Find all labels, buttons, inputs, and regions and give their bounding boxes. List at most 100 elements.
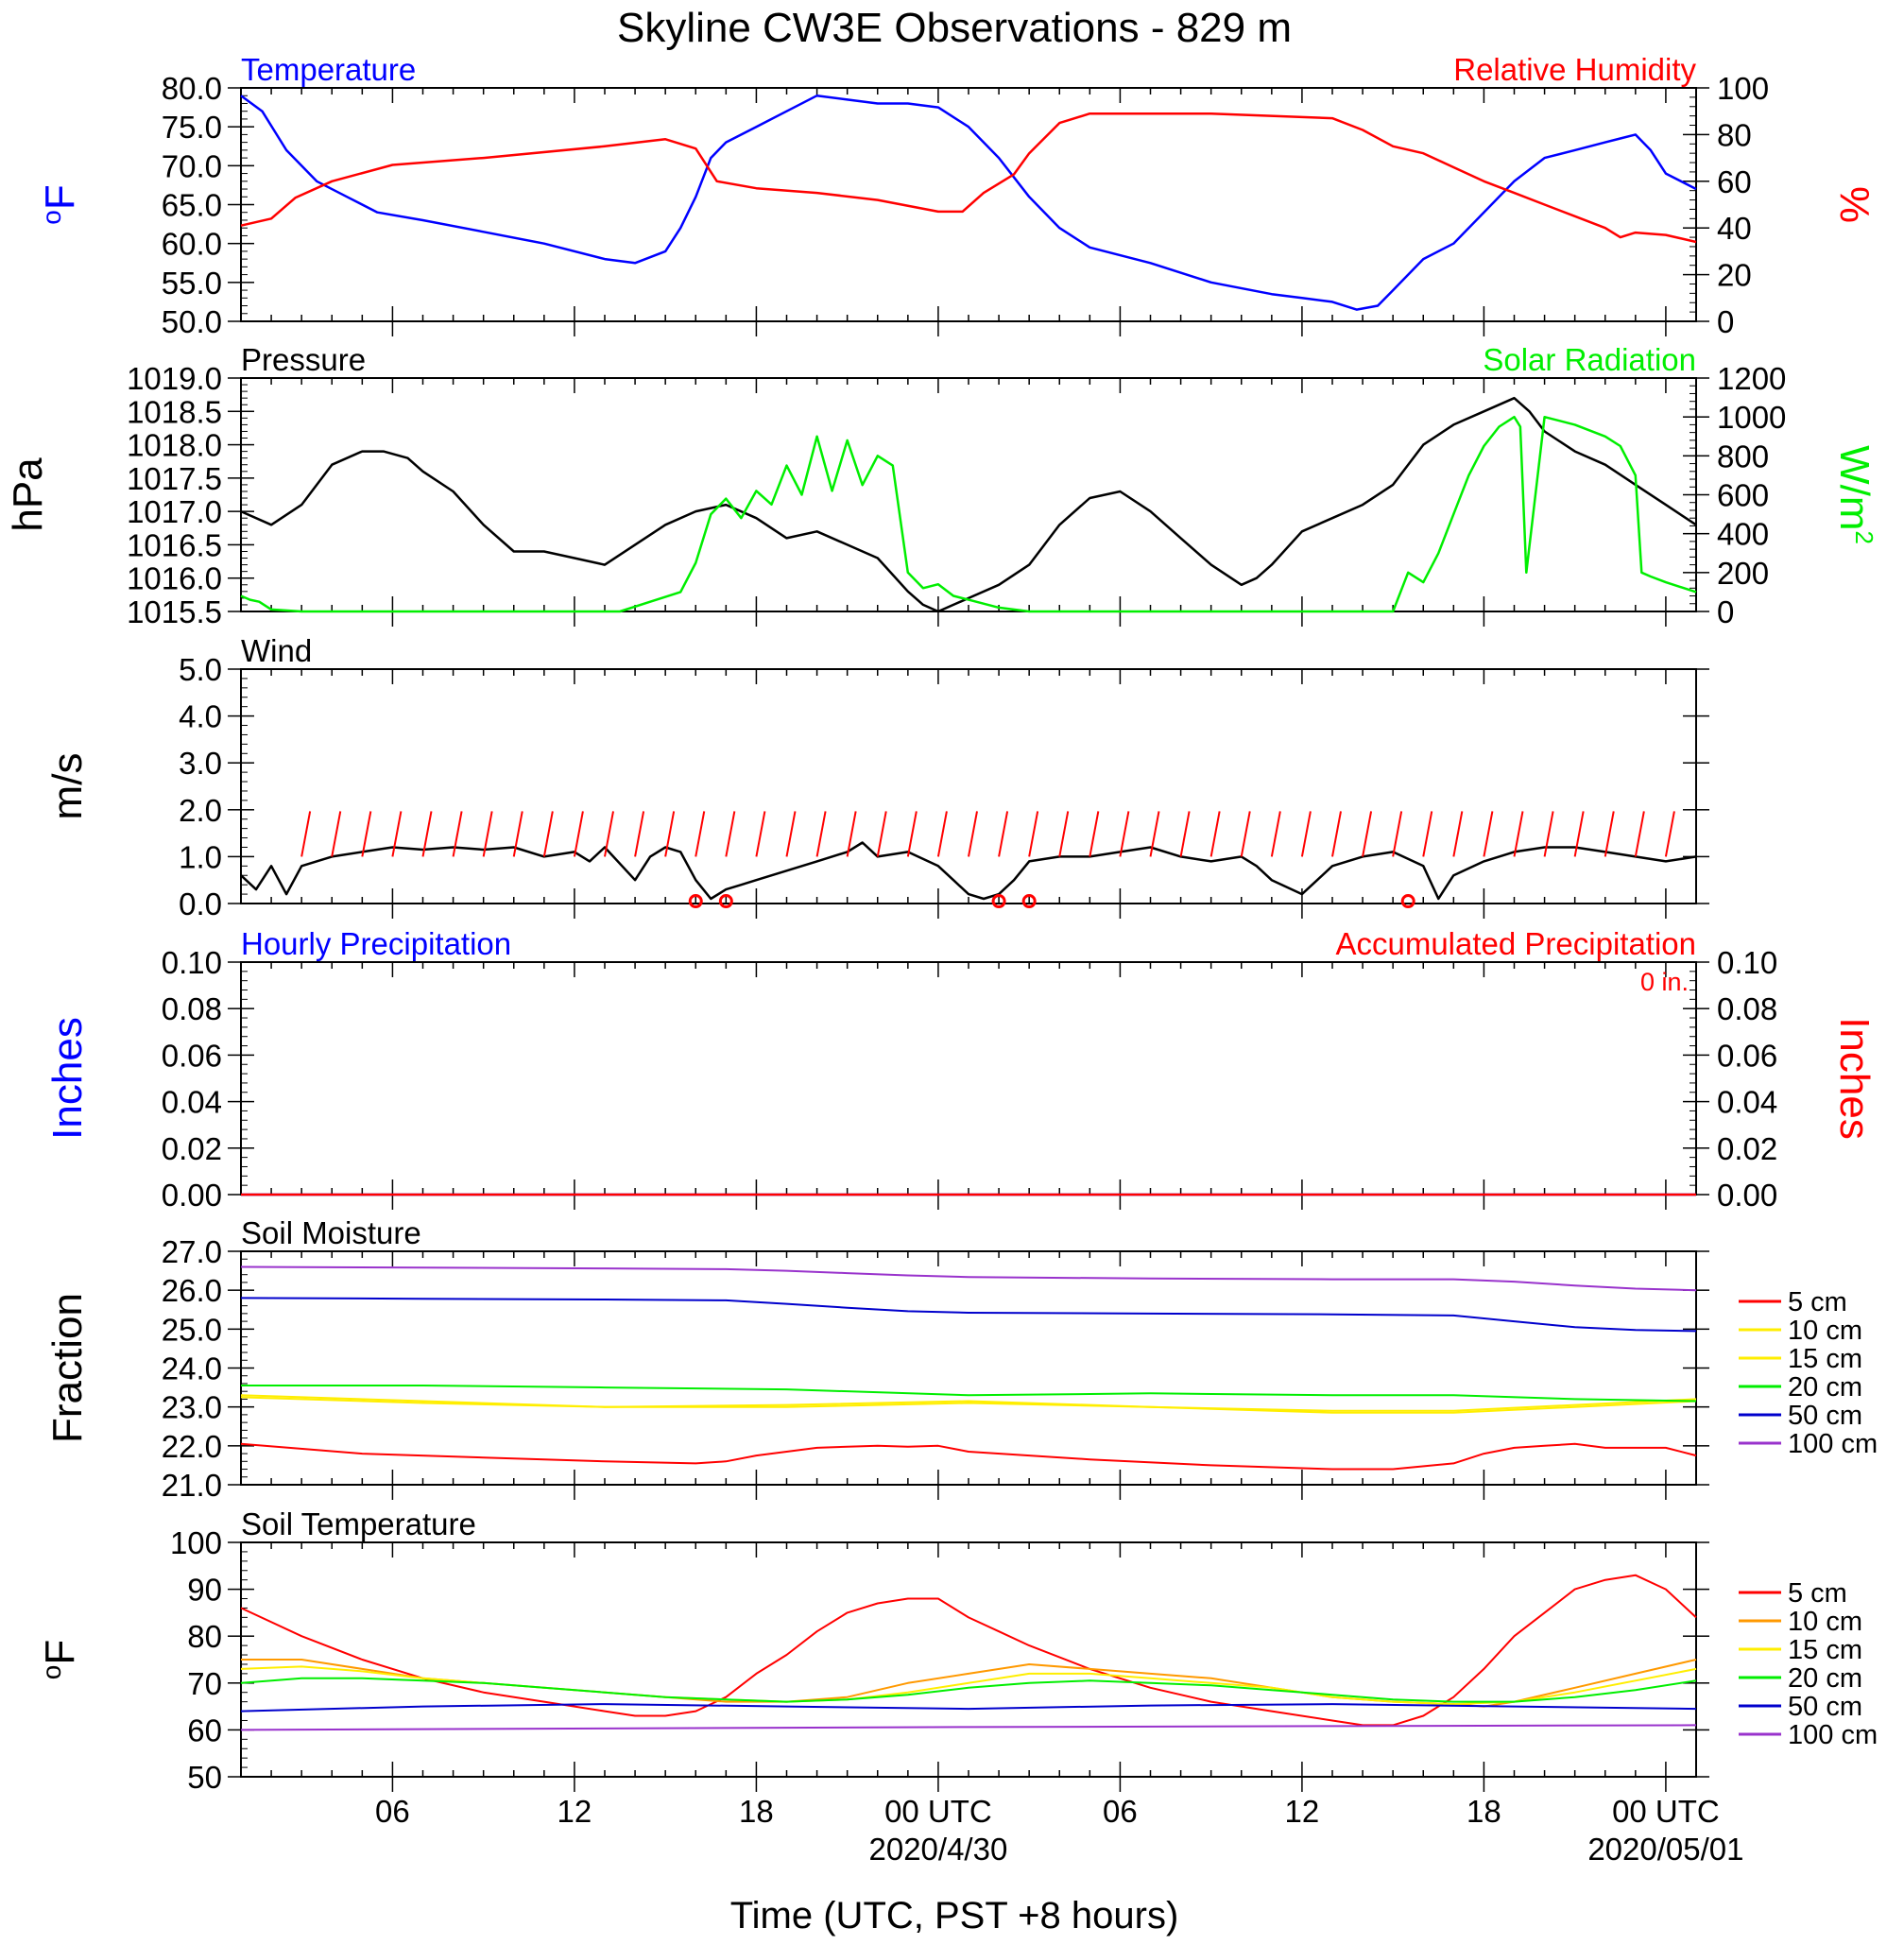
y-left-tick-label: 60.0 [162,227,222,262]
wind-barb [695,811,706,857]
legend-label: 100 cm [1788,1720,1878,1750]
y-right-unit-label: W/m2 [1831,445,1878,544]
chart-title: Skyline CW3E Observations - 829 m [617,5,1292,51]
y-left-tick-label: 5.0 [179,652,222,687]
y-left-tick-label: 26.0 [162,1273,222,1308]
wind-calm-marker [1021,894,1037,909]
y-left-tick-label: 50 [187,1760,222,1795]
y-left-tick-label: 0.04 [162,1085,222,1120]
x-axis-label: Time (UTC, PST +8 hours) [730,1895,1179,1936]
wind-calm-marker [718,894,733,909]
x-tick-label: 00 UTC [1612,1794,1720,1829]
y-left-tick-label: 1018.5 [127,394,222,429]
y-left-tick-label: 50.0 [162,304,222,339]
series-line-5-cm [240,1442,1697,1471]
y-left-tick-label: 1016.0 [127,561,222,596]
y-right-tick-label: 0.06 [1717,1038,1777,1073]
wind-barb [1270,811,1281,857]
panel-frame [240,1250,1697,1486]
y-left-tick-label: 1017.5 [127,461,222,496]
y-left-tick-label: 55.0 [162,266,222,301]
y-right-tick-label: 0.04 [1717,1085,1777,1120]
legend-label: 50 cm [1788,1692,1862,1722]
y-left-tick-label: 70 [187,1666,222,1701]
y-right-tick-label: 100 [1717,71,1769,106]
wind-barb [876,811,887,857]
y-right-tick-label: 600 [1717,478,1769,513]
wind-barb [1058,811,1070,857]
panel-right-title: Accumulated Precipitation [1335,926,1696,961]
y-left-tick-label: 0.10 [162,945,222,980]
series-line-50-cm [240,1297,1697,1333]
y-right-tick-label: 800 [1717,439,1769,473]
y-left-tick-label: 1019.0 [127,361,222,396]
panel-frame [240,1541,1697,1778]
wind-barb [452,811,463,857]
legend-label: 5 cm [1788,1287,1847,1317]
wind-barb [1513,811,1524,857]
y-left-tick-label: 70.0 [162,148,222,183]
panel-left-title: Soil Moisture [241,1215,421,1250]
legend-label: 50 cm [1788,1401,1862,1431]
legend-label: 10 cm [1788,1607,1862,1637]
wind-barb [785,811,797,857]
wind-barb [604,811,614,857]
series-line-20-cm [240,1677,1697,1703]
wind-barb [1209,811,1221,857]
wind-barb [300,811,312,857]
series-line-solar-radiation [240,415,1697,613]
legend-label: 15 cm [1788,1635,1862,1665]
y-left-tick-label: 80.0 [162,71,222,106]
wind-barb [1543,811,1554,857]
wind-barb [1604,811,1615,857]
y-left-unit-label: oF [37,184,83,224]
legend-label: 20 cm [1788,1372,1862,1403]
series-line-20-cm [241,1385,1697,1403]
y-left-unit-label: oF [37,1640,83,1679]
series-line-temperature [240,94,1697,311]
x-date-label: 2020/05/01 [1587,1832,1743,1867]
series-line-wind [240,841,1697,901]
y-right-tick-label: 60 [1717,164,1752,199]
legend-label: 10 cm [1788,1316,1862,1346]
y-left-tick-label: 24.0 [162,1351,222,1386]
panel-wind: 0.0 1.0 2.0 3.0 4.0 5.0 Wind m/s [44,633,1709,921]
y-right-tick-label: 200 [1717,556,1769,591]
series-line-15-cm [240,1396,1697,1414]
panel-pressure_solar: 1015.51016.01016.51017.01017.51018.01018… [5,342,1878,629]
y-right-tick-label: 0.02 [1717,1131,1777,1166]
y-left-tick-label: 65.0 [162,188,222,223]
series-line-100-cm [240,1265,1697,1292]
legend-label: 5 cm [1788,1578,1847,1609]
y-left-tick-label: 0.08 [162,991,222,1026]
wind-barb [1149,811,1160,857]
y-left-tick-label: 0.00 [162,1178,222,1213]
y-right-tick-label: 0.08 [1717,991,1777,1026]
y-left-tick-label: 2.0 [179,793,222,828]
y-left-tick-label: 60 [187,1713,222,1747]
wind-barb [1089,811,1100,857]
x-tick-label: 06 [375,1794,410,1829]
panel-right-title: Relative Humidity [1453,52,1696,87]
y-left-tick-label: 21.0 [162,1468,222,1503]
y-left-unit-label: Inches [44,1017,91,1140]
y-right-tick-label: 40 [1717,211,1752,246]
wind-barb [1362,811,1373,857]
y-left-tick-label: 3.0 [179,746,222,781]
wind-barb [1573,811,1585,857]
panel-frame [240,961,1697,1196]
panel-frame [240,668,1697,904]
y-right-tick-label: 20 [1717,258,1752,293]
precip-total-annotation: 0 in. [1640,968,1689,996]
y-left-unit-label: hPa [5,457,51,532]
x-tick-label: 12 [557,1794,592,1829]
panel-left-title: Temperature [241,52,416,87]
y-left-tick-label: 1018.0 [127,428,222,463]
series-line-50-cm [240,1703,1697,1713]
y-left-tick-label: 75.0 [162,110,222,145]
y-left-tick-label: 0.0 [179,886,222,921]
wind-barb [1028,811,1039,857]
wind-barb [1392,811,1403,857]
